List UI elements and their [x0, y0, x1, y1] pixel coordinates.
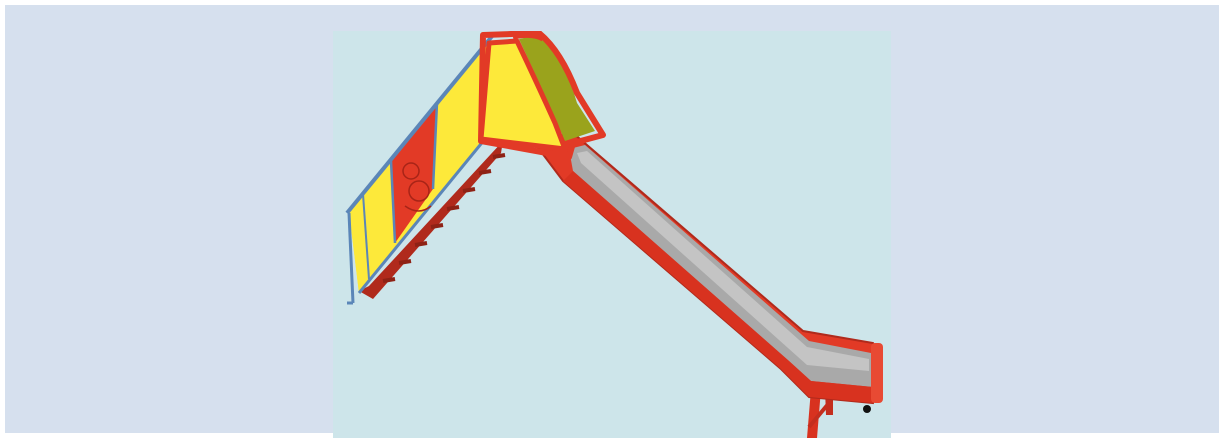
bear-emblem	[402, 162, 432, 212]
staircase-side-panel	[345, 33, 495, 304]
image-frame	[5, 5, 1219, 438]
slide-illustration	[345, 31, 883, 438]
exit-bolt	[863, 405, 871, 413]
slide-chute	[531, 131, 883, 413]
slide-hood	[478, 31, 606, 160]
staircase-steps	[359, 141, 506, 299]
slide-photo	[333, 31, 891, 438]
